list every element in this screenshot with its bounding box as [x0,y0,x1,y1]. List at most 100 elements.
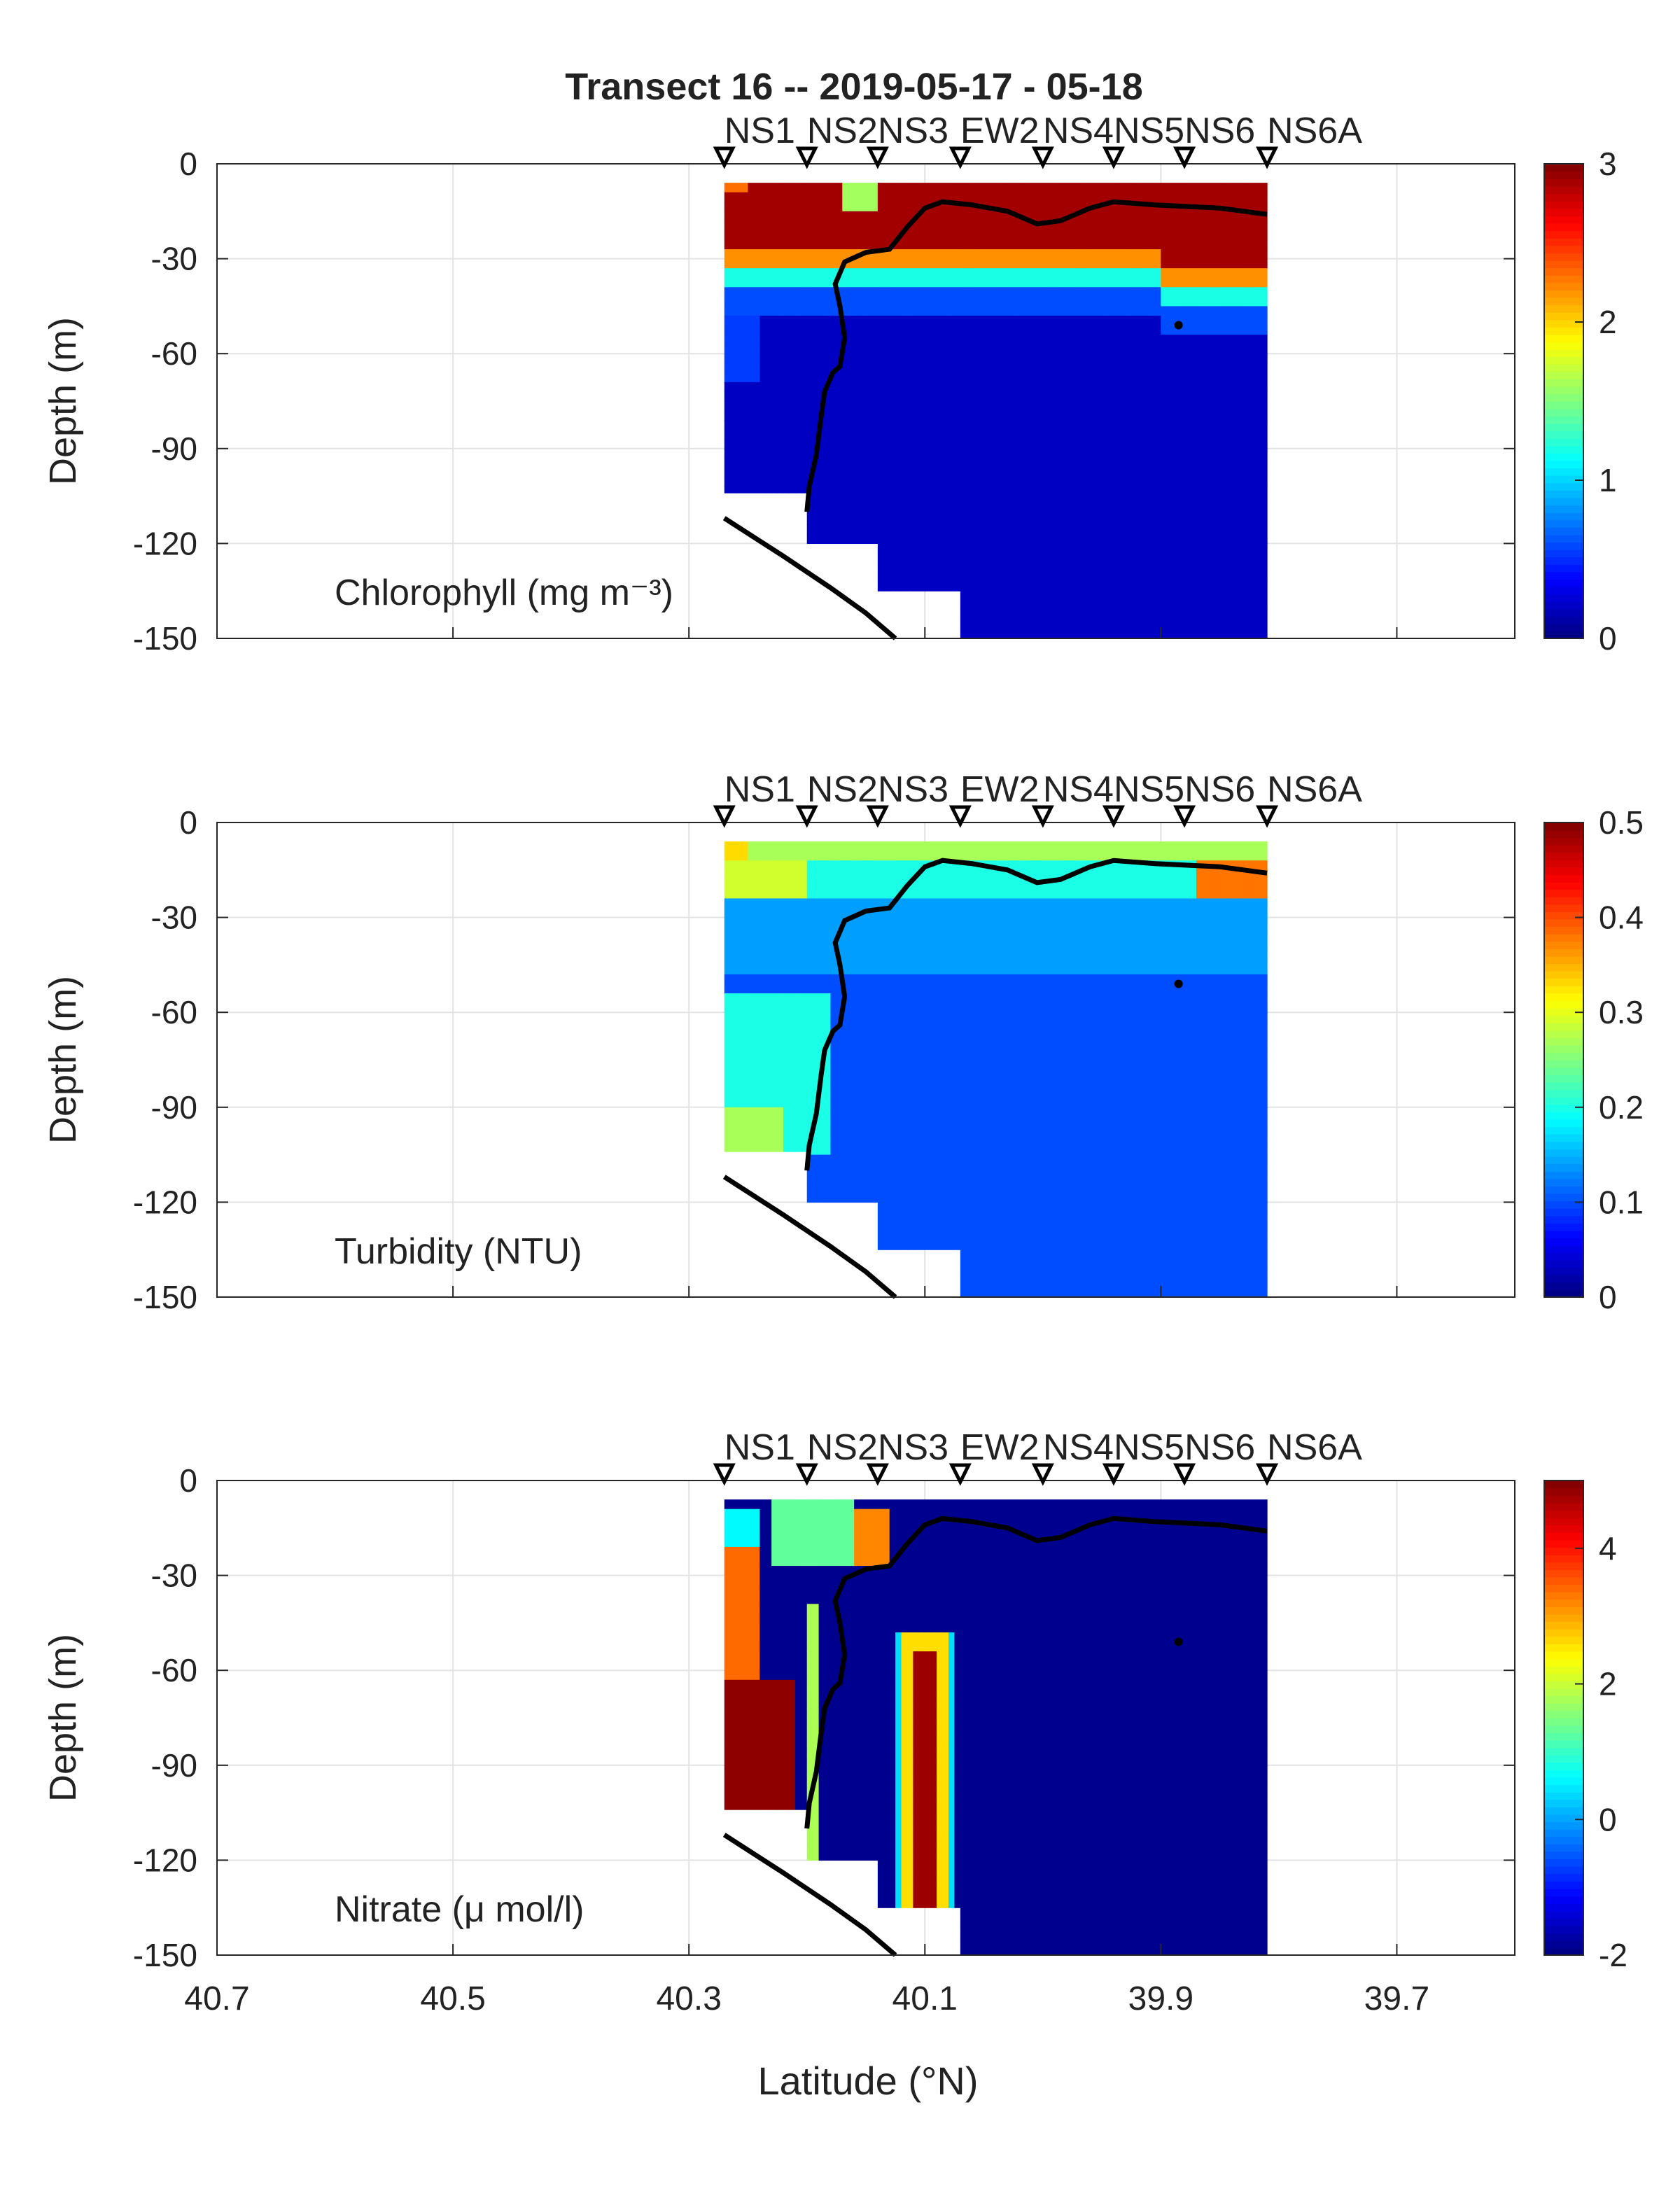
heatmap-cell [978,258,985,269]
heatmap-cell [789,335,796,345]
heatmap-cell [1119,505,1126,516]
heatmap-cell [818,439,825,449]
heatmap-cell [748,908,755,918]
heatmap-cell [794,1098,802,1108]
heatmap-cell [848,249,855,260]
heatmap-cell [925,401,932,412]
heatmap-cell [895,514,902,525]
heatmap-cell [1143,344,1150,354]
heatmap-cell [825,917,832,927]
heatmap-cell [765,486,772,493]
heatmap-cell [1125,354,1132,364]
heatmap-cell [1137,514,1144,525]
heatmap-cell [1219,610,1226,620]
heatmap-cell [854,401,861,412]
heatmap-cell [760,401,766,412]
heatmap-cell [1113,458,1120,468]
heatmap-cell [1231,211,1238,221]
heatmap-cell [966,239,973,250]
heatmap-cell [730,325,737,335]
heatmap-cell [1030,562,1037,573]
heatmap-cell [1042,325,1049,335]
heatmap-cell [1025,505,1032,516]
heatmap-cell [836,230,843,241]
heatmap-cell [789,1088,796,1098]
heatmap-cell [783,287,790,298]
heatmap-cell [1149,335,1156,345]
heatmap-cell [860,306,867,316]
heatmap-cell [1172,420,1180,430]
heatmap-cell [1143,335,1150,345]
heatmap-cell [854,888,861,899]
heatmap-cell [1178,420,1185,430]
heatmap-cell [1208,514,1214,525]
heatmap-cell [836,467,843,478]
heatmap-cell [789,211,796,221]
heatmap-cell [765,268,772,279]
heatmap-cell [1030,344,1037,354]
heatmap-cell [1119,543,1126,554]
heatmap-cell [1226,258,1233,269]
heatmap-cell [901,306,908,316]
heatmap-cell [960,562,967,573]
heatmap-cell [1107,420,1114,430]
heatmap-cell [830,429,837,440]
heatmap-cell [895,439,902,449]
heatmap-cell [1042,192,1049,202]
heatmap-cell [1137,277,1144,288]
heatmap-cell [1208,372,1214,383]
heatmap-cell [901,277,908,288]
heatmap-cell [760,1098,766,1108]
heatmap-cell [1084,477,1091,487]
heatmap-cell [854,277,861,288]
heatmap-cell [1208,591,1214,601]
heatmap-cell [1249,524,1256,535]
heatmap-cell [825,344,832,354]
heatmap-cell [913,458,920,468]
heatmap-cell [1125,533,1132,544]
heatmap-cell [1184,296,1191,307]
heatmap-cell [801,211,808,221]
heatmap-cell [1013,325,1020,335]
heatmap-cell [1019,363,1026,373]
heatmap-cell [742,965,749,975]
heatmap-cell [930,410,937,421]
heatmap-cell [1037,372,1044,383]
heatmap-cell [1084,382,1091,393]
heatmap-cell [748,306,755,316]
heatmap-cell [794,382,802,393]
heatmap-cell [1219,629,1226,639]
heatmap-cell [1084,600,1091,610]
heatmap-cell [925,477,932,487]
heatmap-cell [1030,239,1037,250]
heatmap-cell [753,850,760,861]
heatmap-cell [748,477,755,487]
heatmap-cell [995,258,1002,269]
heatmap-cell [1102,344,1109,354]
heatmap-cell [742,287,749,298]
heatmap-cell [1172,562,1180,573]
heatmap-cell [748,277,755,288]
heatmap-cell [1255,581,1262,592]
heatmap-cell [806,1031,813,1042]
heatmap-cell [842,296,849,307]
heatmap-cell [1137,619,1144,630]
heatmap-cell [789,306,796,316]
heatmap-cell [1202,382,1209,393]
heatmap-cell [783,477,790,487]
heatmap-cell [1037,401,1044,412]
heatmap-cell [848,296,855,307]
heatmap-cell [1078,486,1085,497]
heatmap-cell [995,249,1002,260]
heatmap-cell [937,486,944,497]
heatmap-cell [1261,629,1268,639]
heatmap-cell [1237,420,1244,430]
heatmap-cell [978,458,985,468]
colorbar-segment [1544,416,1583,424]
heatmap-cell [1030,268,1037,279]
heatmap-cell [1219,410,1226,421]
heatmap-cell [1037,629,1044,639]
heatmap-cell [1090,524,1097,535]
heatmap-cell [978,277,985,288]
heatmap-cell [771,296,778,307]
